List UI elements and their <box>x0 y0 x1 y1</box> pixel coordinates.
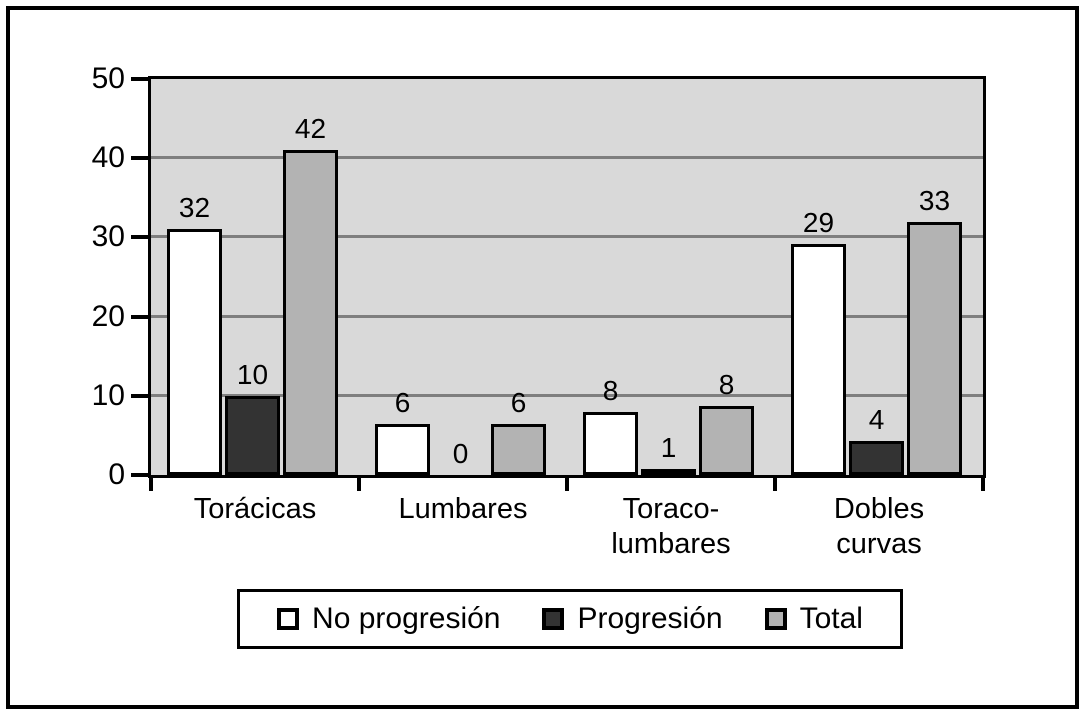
bar-value-label: 32 <box>178 192 211 224</box>
bar-value-label: 6 <box>510 386 527 418</box>
x-tick <box>565 476 569 491</box>
bar-value-label: 10 <box>236 358 269 390</box>
gridline <box>151 235 983 239</box>
y-tick-label: 20 <box>91 299 125 333</box>
x-tick <box>149 476 153 491</box>
legend-label: Total <box>799 602 863 635</box>
bar-value-label: 8 <box>718 369 735 401</box>
legend-label: No progresión <box>312 602 501 635</box>
category-label: Dobles curvas <box>833 493 925 560</box>
bar <box>225 395 280 475</box>
y-tick <box>131 77 148 81</box>
x-tick <box>981 476 985 491</box>
legend-item: Progresión <box>542 602 723 635</box>
bar <box>849 440 904 475</box>
legend-swatch <box>277 608 300 630</box>
y-tick-label: 30 <box>91 220 125 254</box>
gridline <box>151 314 983 318</box>
category-label: Lumbares <box>398 493 528 525</box>
y-tick <box>131 235 148 240</box>
legend-swatch <box>764 608 787 630</box>
bar <box>283 150 338 475</box>
bar <box>375 423 430 475</box>
y-tick <box>131 156 148 161</box>
legend-item: No progresión <box>277 603 500 635</box>
bar <box>699 406 754 475</box>
y-tick-label: 50 <box>91 62 125 95</box>
category-label: Toraco- lumbares <box>611 493 731 560</box>
gridlines-layer <box>151 79 983 475</box>
figure-border <box>6 6 1079 709</box>
bar-value-label: 6 <box>394 386 411 418</box>
y-tick-label: 0 <box>108 458 125 491</box>
y-tick <box>131 393 148 398</box>
legend-item: Total <box>764 602 863 635</box>
legend: No progresión Progresión Total <box>237 589 903 649</box>
bar <box>641 469 696 475</box>
bar-value-label: 8 <box>602 374 619 406</box>
x-tick <box>357 476 361 491</box>
x-tick <box>773 476 777 491</box>
bar-value-label: 0 <box>452 438 469 469</box>
bar <box>167 229 222 475</box>
gridline <box>151 393 983 397</box>
bar-value-label: 1 <box>660 432 677 464</box>
legend-swatch <box>542 608 565 630</box>
y-tick <box>131 473 148 477</box>
bar <box>791 243 846 475</box>
y-tick-label: 10 <box>91 378 125 412</box>
bar <box>491 423 546 475</box>
bar-value-label: 42 <box>294 113 327 145</box>
y-tick-label: 40 <box>91 141 125 175</box>
bars-layer: 32 10 42 6 0 6 8 1 8 29 4 33 <box>151 79 983 475</box>
category-label: Torácicas <box>193 493 317 525</box>
bar-value-label: 4 <box>868 403 885 435</box>
category-labels: Torácicas Lumbares Toraco- lumbares Dobles … <box>151 492 983 562</box>
bar <box>907 221 962 475</box>
bar-value-label: 33 <box>918 184 951 216</box>
bar <box>583 411 638 475</box>
y-tick <box>131 314 148 319</box>
gridline <box>151 156 983 160</box>
bar-value-label: 29 <box>802 206 835 238</box>
legend-label: Progresión <box>577 602 723 635</box>
